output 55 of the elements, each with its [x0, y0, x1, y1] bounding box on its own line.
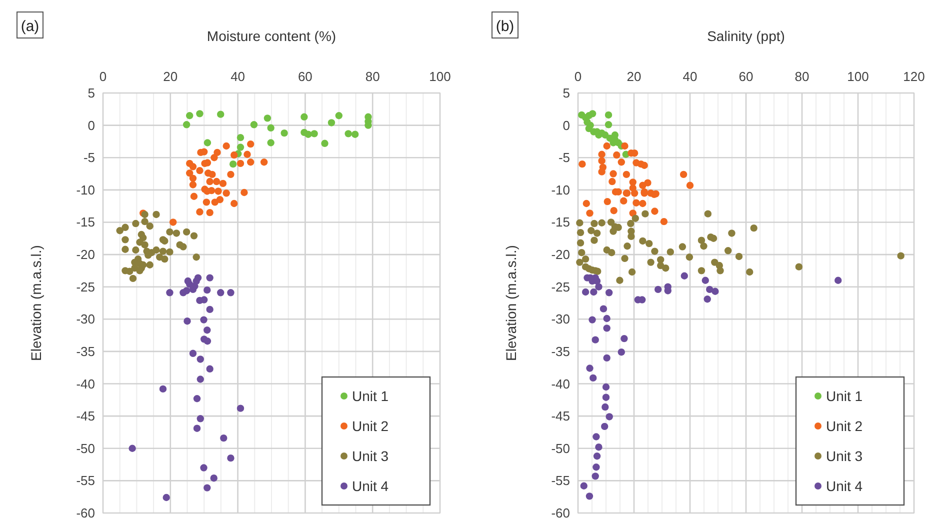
y-tick-label: -30: [551, 312, 570, 327]
y-tick-label: -40: [551, 376, 570, 392]
y-tick-label: -45: [551, 408, 570, 424]
y-tick-label: -10: [76, 182, 95, 198]
x-tick-label: 0: [99, 69, 107, 84]
y-axis-title: Elevation (m.a.s.l.): [28, 245, 44, 361]
y-tick-label: -10: [551, 182, 570, 198]
x-tick-label: 80: [794, 69, 810, 84]
x-tick-label: 60: [738, 69, 754, 84]
y-tick-label: -55: [551, 473, 570, 488]
legend-label: Unit 3: [826, 448, 863, 464]
chart-title: (a): [20, 18, 40, 35]
y-tick-label: -35: [551, 344, 570, 359]
y-tick-label: -20: [551, 247, 570, 262]
legend-label: Unit 4: [352, 478, 389, 494]
legend-label: Unit 4: [826, 478, 863, 494]
y-tick-label: -20: [76, 247, 95, 262]
y-tick-label: 0: [88, 118, 95, 133]
y-tick-label: -50: [76, 440, 95, 456]
legend-label: Unit 3: [352, 448, 389, 464]
y-tick-label: -15: [76, 214, 95, 230]
x-tick-label: 100: [847, 69, 869, 84]
y-tick-label: -30: [76, 312, 95, 327]
y-tick-label: -50: [551, 440, 570, 456]
y-tick-label: -5: [558, 150, 570, 166]
x-tick-label: 20: [163, 69, 178, 84]
legend-label: Unit 2: [352, 418, 389, 434]
x-tick-label: 100: [429, 69, 451, 84]
x-tick-label: 80: [365, 69, 380, 84]
x-tick-label: 120: [903, 69, 925, 84]
y-tick-label: -35: [76, 344, 95, 359]
y-tick-label: -25: [76, 279, 95, 294]
x-tick-label: 60: [298, 69, 312, 84]
legend-label: Unit 1: [826, 388, 863, 404]
x-tick-label: 0: [574, 69, 582, 84]
y-tick-label: -5: [83, 150, 95, 166]
legend-label: Unit 2: [826, 418, 863, 434]
x-tick-label: 20: [626, 69, 642, 84]
x-axis-title: Moisture content (%): [206, 28, 336, 44]
y-tick-label: 5: [562, 86, 570, 100]
y-tick-label: -60: [551, 506, 570, 520]
y-axis-title: Elevation (m.a.s.l.): [503, 245, 519, 361]
x-tick-label: 40: [230, 69, 246, 84]
y-tick-label: -25: [551, 279, 570, 294]
x-axis-title: Salinity (ppt): [707, 28, 785, 44]
legend-label: Unit 1: [352, 388, 389, 404]
x-tick-label: 40: [682, 69, 698, 84]
y-tick-label: -15: [551, 214, 570, 230]
y-tick-label: -55: [76, 473, 95, 488]
y-tick-label: -60: [76, 506, 95, 520]
chart-title: (b): [496, 18, 514, 35]
y-tick-label: -45: [76, 408, 95, 424]
y-tick-label: 0: [562, 118, 570, 133]
y-tick-label: 5: [88, 86, 95, 100]
y-tick-label: -40: [76, 376, 95, 392]
